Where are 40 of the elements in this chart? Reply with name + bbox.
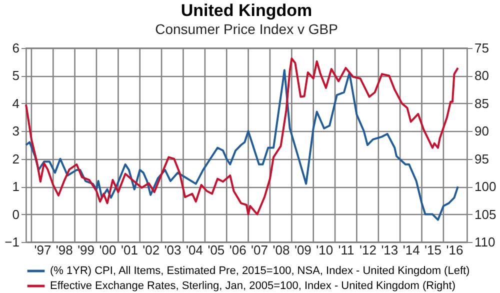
x-tick-label: '11 xyxy=(338,242,354,258)
x-tick-label: '07 xyxy=(251,242,268,258)
x-tick-label: '10 xyxy=(316,242,334,258)
y2-tick-label: 105 xyxy=(474,206,496,222)
y2-tick-label: 95 xyxy=(474,151,489,166)
x-tick-label: '00 xyxy=(99,242,116,258)
x-tick-label: '09 xyxy=(294,242,312,258)
x-tick-label: '98 xyxy=(56,242,73,258)
y-tick-label: 1 xyxy=(12,179,20,194)
x-tick-label: '99 xyxy=(78,242,95,258)
x-tick-label: '06 xyxy=(229,242,246,258)
legend-label: Effective Exchange Rates, Sterling, Jan, 2005=100, Index - United Kingdom (Right) xyxy=(50,280,456,292)
x-tick-label: '15 xyxy=(424,242,442,258)
y-tick-label: 5 xyxy=(12,68,20,84)
y-tick-label: 3 xyxy=(12,124,20,139)
y-tick-label: 4 xyxy=(12,96,20,111)
chart-title: United Kingdom xyxy=(180,1,312,20)
y2-tick-label: 110 xyxy=(474,234,496,250)
y-tick-label: 2 xyxy=(12,151,20,166)
chart-subtitle: Consumer Price Index v GBP xyxy=(155,21,338,37)
y2-tick-label: 75 xyxy=(474,40,489,56)
x-tick-label: '16 xyxy=(446,242,464,258)
y2-tick-label: 100 xyxy=(474,179,496,194)
x-tick-label: '01 xyxy=(120,242,138,258)
y-tick-label: 0 xyxy=(12,206,20,222)
x-tick-label: '12 xyxy=(360,242,376,258)
x-tick-label: '14 xyxy=(402,242,420,258)
y-tick-label: −1 xyxy=(4,234,20,250)
x-tick-label: '02 xyxy=(142,242,160,258)
y-tick-label: 6 xyxy=(12,40,20,56)
legend-label: (% 1YR) CPI, All Items, Estimated Pre, 2015=100, NSA, Index - United Kingdom (Left) xyxy=(50,265,470,277)
y2-tick-label: 90 xyxy=(474,124,489,139)
x-tick-label: '08 xyxy=(272,242,290,258)
x-tick-label: '03 xyxy=(164,242,182,258)
x-tick-label: '05 xyxy=(208,242,225,258)
x-tick-label: '97 xyxy=(34,242,52,258)
y2-tick-label: 80 xyxy=(474,68,489,84)
x-tick-label: '13 xyxy=(381,242,398,258)
y2-tick-label: 85 xyxy=(474,96,489,111)
x-tick-label: '04 xyxy=(186,242,203,258)
